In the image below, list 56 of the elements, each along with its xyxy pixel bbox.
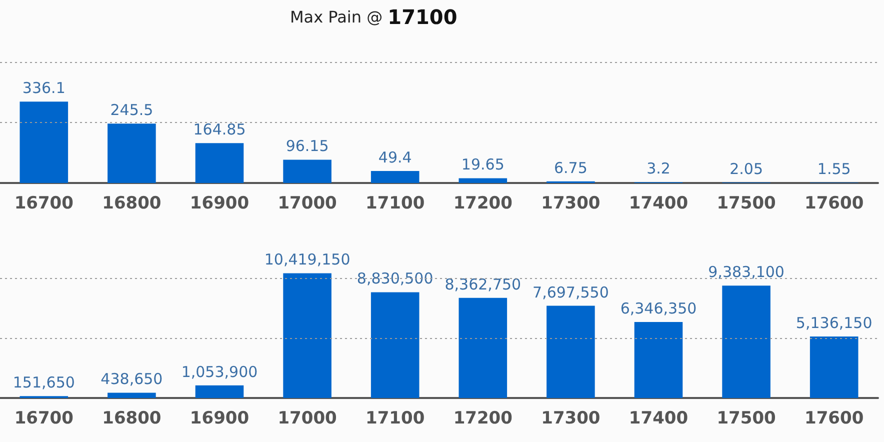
data-label: 245.5: [110, 101, 154, 120]
data-label: 8,830,500: [356, 270, 434, 288]
x-tick-label: 17500: [716, 408, 776, 428]
data-label: 5,136,150: [796, 314, 872, 332]
bar: [370, 171, 420, 183]
x-tick-label: 17400: [628, 194, 688, 214]
bar: [546, 306, 595, 398]
x-tick-label: 16800: [102, 194, 162, 214]
bar: [722, 286, 770, 398]
x-tick-label: 16700: [14, 408, 74, 428]
data-label: 49.4: [378, 148, 412, 167]
data-label: 9,383,100: [708, 263, 784, 282]
bar: [283, 273, 332, 398]
data-label: 6.75: [554, 158, 588, 177]
x-tick-label: 16700: [14, 194, 74, 214]
bar: [634, 322, 683, 398]
data-label: 1.55: [817, 160, 851, 178]
bar: [195, 385, 244, 398]
data-label: 336.1: [22, 79, 66, 98]
data-label: 3.2: [646, 160, 670, 178]
bar: [195, 143, 244, 183]
bar: [458, 298, 508, 398]
x-tick-label: 17200: [453, 408, 513, 428]
data-label: 6,346,350: [620, 299, 697, 318]
data-label: 8,362,750: [444, 275, 522, 294]
x-tick-label: 17300: [541, 194, 600, 214]
bar: [20, 102, 68, 183]
bar: [283, 160, 332, 183]
data-label: 164.85: [193, 120, 246, 139]
data-label: 438,650: [100, 370, 163, 388]
x-tick-label: 17100: [366, 194, 425, 214]
data-label: 7,697,550: [532, 283, 609, 302]
x-tick-label: 16900: [190, 194, 250, 214]
data-label: 1,053,900: [181, 362, 258, 381]
x-tick-label: 17100: [366, 408, 425, 428]
chart-title: Max Pain @ 17100: [290, 5, 458, 29]
x-tick-label: 17400: [628, 408, 688, 428]
bar: [108, 392, 156, 398]
x-tick-label: 17300: [541, 408, 600, 428]
x-tick-label: 17600: [804, 194, 864, 214]
data-label: 10,419,150: [264, 250, 350, 269]
x-tick-label: 17000: [278, 194, 338, 214]
bar: [370, 292, 420, 398]
x-tick-label: 17500: [716, 194, 776, 214]
bar: [458, 178, 508, 183]
data-label: 151,650: [12, 374, 75, 392]
bar: [810, 336, 858, 398]
x-tick-label: 17600: [804, 408, 864, 428]
data-label: 2.05: [730, 160, 764, 178]
x-tick-label: 16900: [190, 408, 250, 428]
x-tick-label: 17000: [278, 408, 338, 428]
x-tick-label: 17200: [453, 194, 513, 214]
x-tick-label: 16800: [102, 408, 162, 428]
data-label: 19.65: [461, 156, 504, 174]
bar: [108, 124, 156, 183]
data-label: 96.15: [286, 137, 329, 156]
